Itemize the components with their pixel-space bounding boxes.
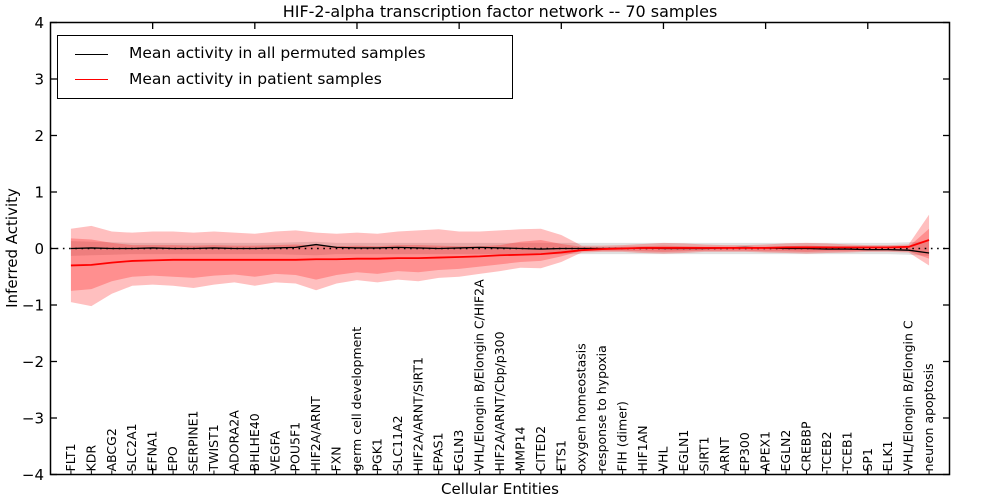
x-tick-label: HIF2A/ARNT <box>308 396 323 472</box>
x-tick-label: TCEB2 <box>819 431 834 472</box>
legend-item-permuted: Mean activity in all permuted samples <box>75 46 512 62</box>
series-lines <box>70 239 930 267</box>
x-tick-label: FLT1 <box>63 443 78 471</box>
x-tick-label: BHLHE40 <box>247 413 262 471</box>
patient-line-swatch <box>75 79 108 81</box>
x-axis-tick-labels: FLT1 KDR ABCG2 SLC2A1 EFNA1 EPO SERPINE1 TWIST1… <box>63 279 936 473</box>
x-tick-label: HIF2A/ARNT/Cbp/p300 <box>492 331 507 471</box>
y-tick-label: 3 <box>34 71 44 89</box>
x-tick-label: MMP14 <box>512 426 527 471</box>
x-axis-title: Cellular Entities <box>441 480 559 498</box>
x-tick-label: TWIST1 <box>206 424 221 472</box>
axes-frame <box>49 21 951 476</box>
y-tick-label: −1 <box>22 297 44 315</box>
x-tick-label: POU5F1 <box>288 422 303 472</box>
x-tick-label: APEX1 <box>758 431 773 472</box>
y-tick-label: 4 <box>34 14 44 32</box>
series-line-patient <box>70 239 930 267</box>
permuted-line-swatch <box>75 53 108 55</box>
x-tick-label: response to hypoxia <box>594 345 609 471</box>
x-tick-label: VEGFA <box>267 430 282 471</box>
x-tick-label: TCEB1 <box>839 431 854 472</box>
x-tick-label: CITED2 <box>533 426 548 472</box>
x-tick-label: EFNA1 <box>145 431 160 472</box>
chart-title: HIF-2-alpha transcription factor network… <box>282 2 718 21</box>
x-tick-label: germ cell development <box>349 327 364 472</box>
x-tick-label: SLC11A2 <box>390 415 405 471</box>
x-tick-label: VHL <box>655 447 670 472</box>
legend-label: Mean activity in patient samples <box>129 70 382 89</box>
x-tick-label: KDR <box>83 445 98 472</box>
x-tick-label: CREBBP <box>798 421 813 471</box>
x-tick-label: EP300 <box>737 432 752 471</box>
x-tick-label: EGLN3 <box>451 430 466 472</box>
y-tick-label: −3 <box>22 410 44 428</box>
x-tick-label: ETS1 <box>553 440 568 471</box>
legend-label: Mean activity in all permuted samples <box>129 44 426 63</box>
band-patient-inner-band <box>70 228 930 291</box>
x-tick-label: neuron apoptosis <box>921 363 936 471</box>
legend-item-patient: Mean activity in patient samples <box>75 72 512 88</box>
x-tick-label: SLC2A1 <box>124 423 139 471</box>
y-tick-label: 0 <box>34 240 44 258</box>
x-tick-label: FIH (dimer) <box>615 401 630 471</box>
x-tick-label: VHL/Elongin B/Elongin C/HIF2A <box>472 279 487 472</box>
x-tick-label: HIF2A/ARNT/SIRT1 <box>410 357 425 471</box>
y-axis-tick-labels: −4 −3 −2 −1 0 1 2 3 4 <box>22 14 44 484</box>
y-tick-label: 1 <box>34 184 44 202</box>
x-tick-label: SIRT1 <box>696 437 711 472</box>
x-tick-label: SP1 <box>860 448 875 471</box>
series-line-permuted <box>70 243 930 254</box>
x-tick-label: SERPINE1 <box>186 411 201 472</box>
x-tick-label: ARNT <box>717 437 732 472</box>
x-tick-label: ABCG2 <box>104 428 119 471</box>
y-tick-label: 2 <box>34 127 44 145</box>
band-patient-outer-band <box>70 214 930 307</box>
x-tick-label: PGK1 <box>369 438 384 471</box>
x-tick-label: EGLN1 <box>676 430 691 472</box>
x-tick-label: EPAS1 <box>431 432 446 471</box>
legend: Mean activity in all permuted samples Me… <box>57 35 513 99</box>
x-tick-label: ADORA2A <box>226 410 241 472</box>
x-tick-label: EPO <box>165 446 180 471</box>
x-tick-label: oxygen homeostasis <box>574 343 589 471</box>
y-axis-title: Inferred Activity <box>3 188 21 308</box>
x-tick-label: HIF1AN <box>635 425 650 471</box>
x-tick-label: VHL/Elongin B/Elongin C <box>901 320 916 471</box>
x-tick-label: EGLN2 <box>778 430 793 472</box>
x-tick-label: ELK1 <box>880 440 895 471</box>
y-tick-label: −4 <box>22 466 44 484</box>
y-tick-label: −2 <box>22 353 44 371</box>
x-tick-label: FXN <box>329 446 344 471</box>
